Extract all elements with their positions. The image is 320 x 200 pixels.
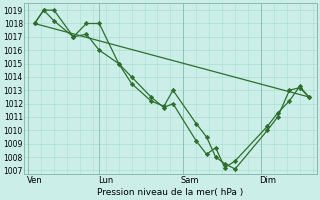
X-axis label: Pression niveau de la mer( hPa ): Pression niveau de la mer( hPa ) xyxy=(97,188,244,197)
